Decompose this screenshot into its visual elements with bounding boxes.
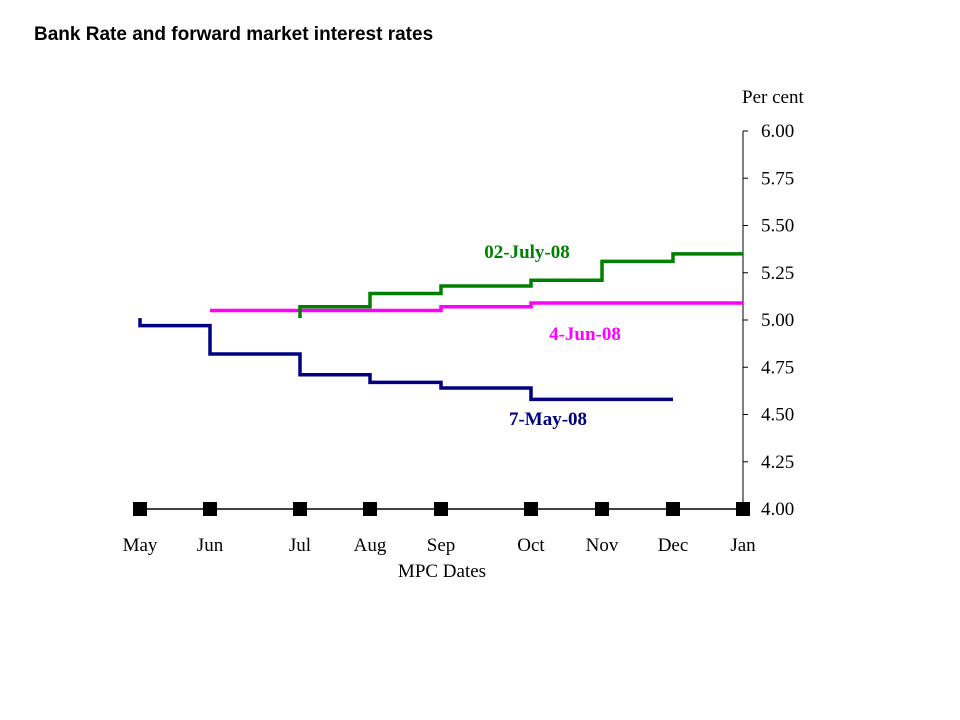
- x-axis-marker: [133, 502, 147, 516]
- x-axis-marker: [203, 502, 217, 516]
- x-axis: May Jun Jul Aug Sep Oct Nov Dec Jan: [123, 502, 756, 556]
- y-tick-label: 4.75: [761, 357, 794, 378]
- y-tick-label: 4.00: [761, 499, 794, 520]
- x-tick-label: Jul: [289, 535, 311, 556]
- y-tick-label: 5.50: [761, 216, 794, 237]
- y-tick-label: 5.00: [761, 310, 794, 331]
- series-line-2: [298, 252, 743, 319]
- series-line-1: [210, 301, 743, 313]
- x-tick-label: Sep: [427, 535, 456, 556]
- x-tick-label: Oct: [517, 535, 545, 556]
- series-label: 7-May-08: [509, 409, 587, 430]
- y-tick-label: 4.50: [761, 405, 794, 426]
- x-axis-marker: [363, 502, 377, 516]
- series-label: 02-July-08: [484, 242, 570, 263]
- x-tick-label: Aug: [354, 535, 387, 556]
- x-axis-marker: [434, 502, 448, 516]
- x-axis-marker: [595, 502, 609, 516]
- x-tick-label: May: [123, 535, 158, 556]
- chart-title: Bank Rate and forward market interest ra…: [34, 24, 434, 45]
- series-lines: [138, 252, 743, 402]
- x-axis-label: MPC Dates: [398, 561, 486, 582]
- x-tick-label: Dec: [658, 535, 689, 556]
- y-tick-label: 5.25: [761, 263, 794, 284]
- x-axis-marker: [736, 502, 750, 516]
- y-tick-label: 4.25: [761, 452, 794, 473]
- x-tick-label: Nov: [586, 535, 619, 556]
- y-axis: 4.00 4.25 4.50 4.75 5.00 5.25 5.50 5.75 6.00: [742, 121, 794, 520]
- y-tick-label: 5.75: [761, 168, 794, 189]
- x-axis-marker: [524, 502, 538, 516]
- y-axis-label: Per cent: [742, 87, 804, 108]
- x-axis-marker: [293, 502, 307, 516]
- x-axis-marker: [666, 502, 680, 516]
- series-labels: 7-May-08 4-Jun-08 02-July-08: [484, 242, 621, 430]
- series-label: 4-Jun-08: [549, 324, 621, 345]
- series-line-0: [138, 318, 673, 402]
- x-tick-label: Jan: [730, 535, 756, 556]
- y-tick-label: 6.00: [761, 121, 794, 142]
- x-tick-label: Jun: [197, 535, 224, 556]
